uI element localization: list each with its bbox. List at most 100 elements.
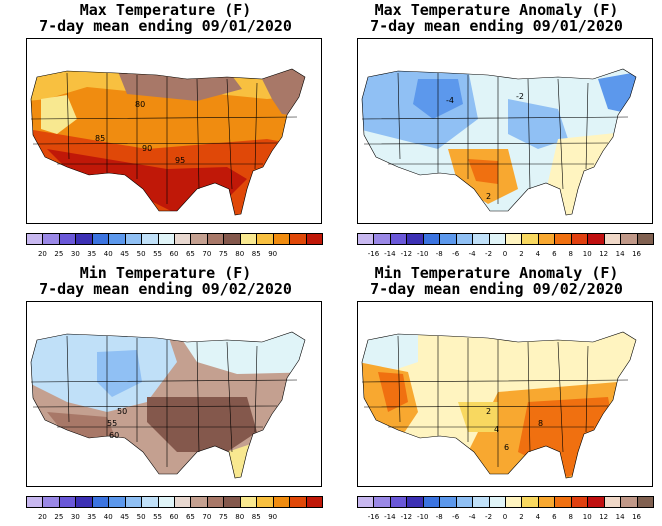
map-svg: 80 85 90 95 — [30, 68, 306, 216]
legend-tick-label: 10 — [582, 250, 592, 258]
legend-swatch — [439, 233, 457, 245]
legend-tick-label: -8 — [435, 250, 443, 258]
map: 2 4 6 8 — [357, 301, 653, 487]
legend-tick-label: 75 — [218, 250, 228, 258]
legend-tick-label: 30 — [70, 513, 80, 521]
legend-tick-label: 70 — [202, 513, 212, 521]
min-temperature-anomaly-panel: Min Temperature Anomaly (F) 7-day mean e… — [331, 263, 662, 526]
legend-tick-label: -4 — [468, 250, 476, 258]
legend-tick-label: 16 — [632, 250, 642, 258]
legend-swatch — [141, 496, 159, 508]
legend-ticks: 20 25 30 35 40 45 50 55 60 65 70 75 80 85 90 — [26, 513, 322, 523]
legend-tick-label: 60 — [169, 513, 179, 521]
color-legend — [357, 496, 654, 510]
legend-swatch — [422, 233, 441, 245]
legend-tick-label: -12 — [400, 250, 413, 258]
legend-tick-label: 0 — [502, 513, 508, 521]
contour-label-neg2: -2 — [516, 92, 524, 101]
legend-swatch — [603, 496, 622, 508]
contour-label-2: 2 — [486, 407, 491, 416]
legend-swatch — [570, 233, 589, 245]
panel-title: Max Temperature (F) — [79, 1, 252, 19]
legend-tick-label: 10 — [582, 513, 592, 521]
legend-swatch — [124, 496, 143, 508]
legend-swatch — [373, 496, 391, 508]
legend-tick-label: 65 — [185, 513, 195, 521]
legend-swatch — [472, 233, 490, 245]
legend-ticks: -16 -14 -12 -10 -8 -6 -4 -2 0 2 4 6 8 10 12 14 16 — [357, 250, 653, 260]
min-temperature-panel: Min Temperature (F) 7-day mean ending 09… — [0, 263, 331, 526]
legend-swatch — [521, 233, 539, 245]
legend-tick-label: -8 — [435, 513, 443, 521]
legend-tick-label: 6 — [552, 513, 557, 521]
legend-swatch — [603, 233, 622, 245]
contour-label-4: 4 — [494, 425, 499, 434]
legend-swatch — [124, 233, 143, 245]
legend-tick-label: 4 — [535, 250, 541, 258]
legend-swatch — [223, 233, 241, 245]
legend-swatch — [190, 496, 208, 508]
legend-tick-label: 25 — [54, 250, 64, 258]
legend-swatch — [42, 233, 60, 245]
legend-swatch — [91, 496, 110, 508]
legend-swatch — [505, 233, 523, 245]
color-legend — [26, 233, 323, 247]
contour-label-8: 8 — [538, 419, 543, 428]
legend-tick-label: 35 — [87, 513, 97, 521]
legend-swatch — [357, 496, 375, 508]
legend-tick-label: 70 — [202, 250, 212, 258]
contour-label-6: 6 — [504, 443, 509, 452]
legend-swatch — [488, 496, 506, 508]
legend-swatch — [289, 233, 307, 245]
legend-ticks: 20 25 30 35 40 45 50 55 60 65 70 75 80 85 90 — [26, 250, 322, 260]
contour-label-95: 95 — [175, 156, 185, 165]
max-temperature-panel: Max Temperature (F) 7-day mean ending 09… — [0, 0, 331, 263]
legend-swatch — [521, 496, 539, 508]
legend-swatch — [206, 496, 225, 508]
panel-subtitle: 7-day mean ending 09/02/2020 — [39, 280, 292, 298]
legend-swatch — [373, 233, 391, 245]
legend-swatch — [389, 496, 408, 508]
legend-tick-label: 40 — [103, 513, 113, 521]
legend-tick-label: 12 — [599, 250, 609, 258]
legend-swatch — [620, 233, 638, 245]
legend-swatch — [223, 496, 241, 508]
legend-tick-label: 80 — [235, 513, 245, 521]
legend-swatch — [587, 233, 605, 245]
legend-tick-label: 14 — [615, 250, 625, 258]
legend-tick-label: 8 — [568, 513, 573, 521]
contour-label-50: 50 — [117, 407, 127, 416]
legend-swatch — [239, 496, 258, 508]
legend-swatch — [272, 496, 291, 508]
legend-swatch — [108, 233, 126, 245]
legend-swatch — [239, 233, 258, 245]
map: -2 -4 2 — [357, 38, 653, 224]
panel-subtitle: 7-day mean ending 09/01/2020 — [370, 17, 623, 35]
legend-tick-label: -2 — [485, 250, 493, 258]
legend-swatch — [554, 233, 572, 245]
legend-swatch — [389, 233, 408, 245]
legend-tick-label: -12 — [400, 513, 413, 521]
map-svg: -2 -4 2 — [361, 68, 637, 216]
legend-tick-label: 50 — [136, 250, 146, 258]
contour-label-55: 55 — [107, 419, 117, 428]
legend-tick-label: -14 — [384, 250, 396, 258]
legend-tick-label: 20 — [37, 513, 47, 521]
contour-label-85: 85 — [95, 134, 105, 143]
legend-tick-label: 65 — [185, 250, 195, 258]
legend-swatch — [488, 233, 506, 245]
legend-tick-label: 90 — [268, 513, 278, 521]
legend-swatch — [91, 233, 110, 245]
legend-swatch — [620, 496, 638, 508]
color-legend — [357, 233, 654, 247]
legend-swatch — [190, 233, 208, 245]
legend-tick-label: 75 — [218, 513, 228, 521]
legend-tick-label: 0 — [502, 250, 508, 258]
legend-swatch — [58, 496, 77, 508]
map: 50 55 60 — [26, 301, 322, 487]
legend-tick-label: 8 — [568, 250, 573, 258]
legend-swatch — [289, 496, 307, 508]
legend-tick-label: 20 — [37, 250, 47, 258]
legend-swatch — [472, 496, 490, 508]
legend-tick-label: 45 — [120, 250, 130, 258]
